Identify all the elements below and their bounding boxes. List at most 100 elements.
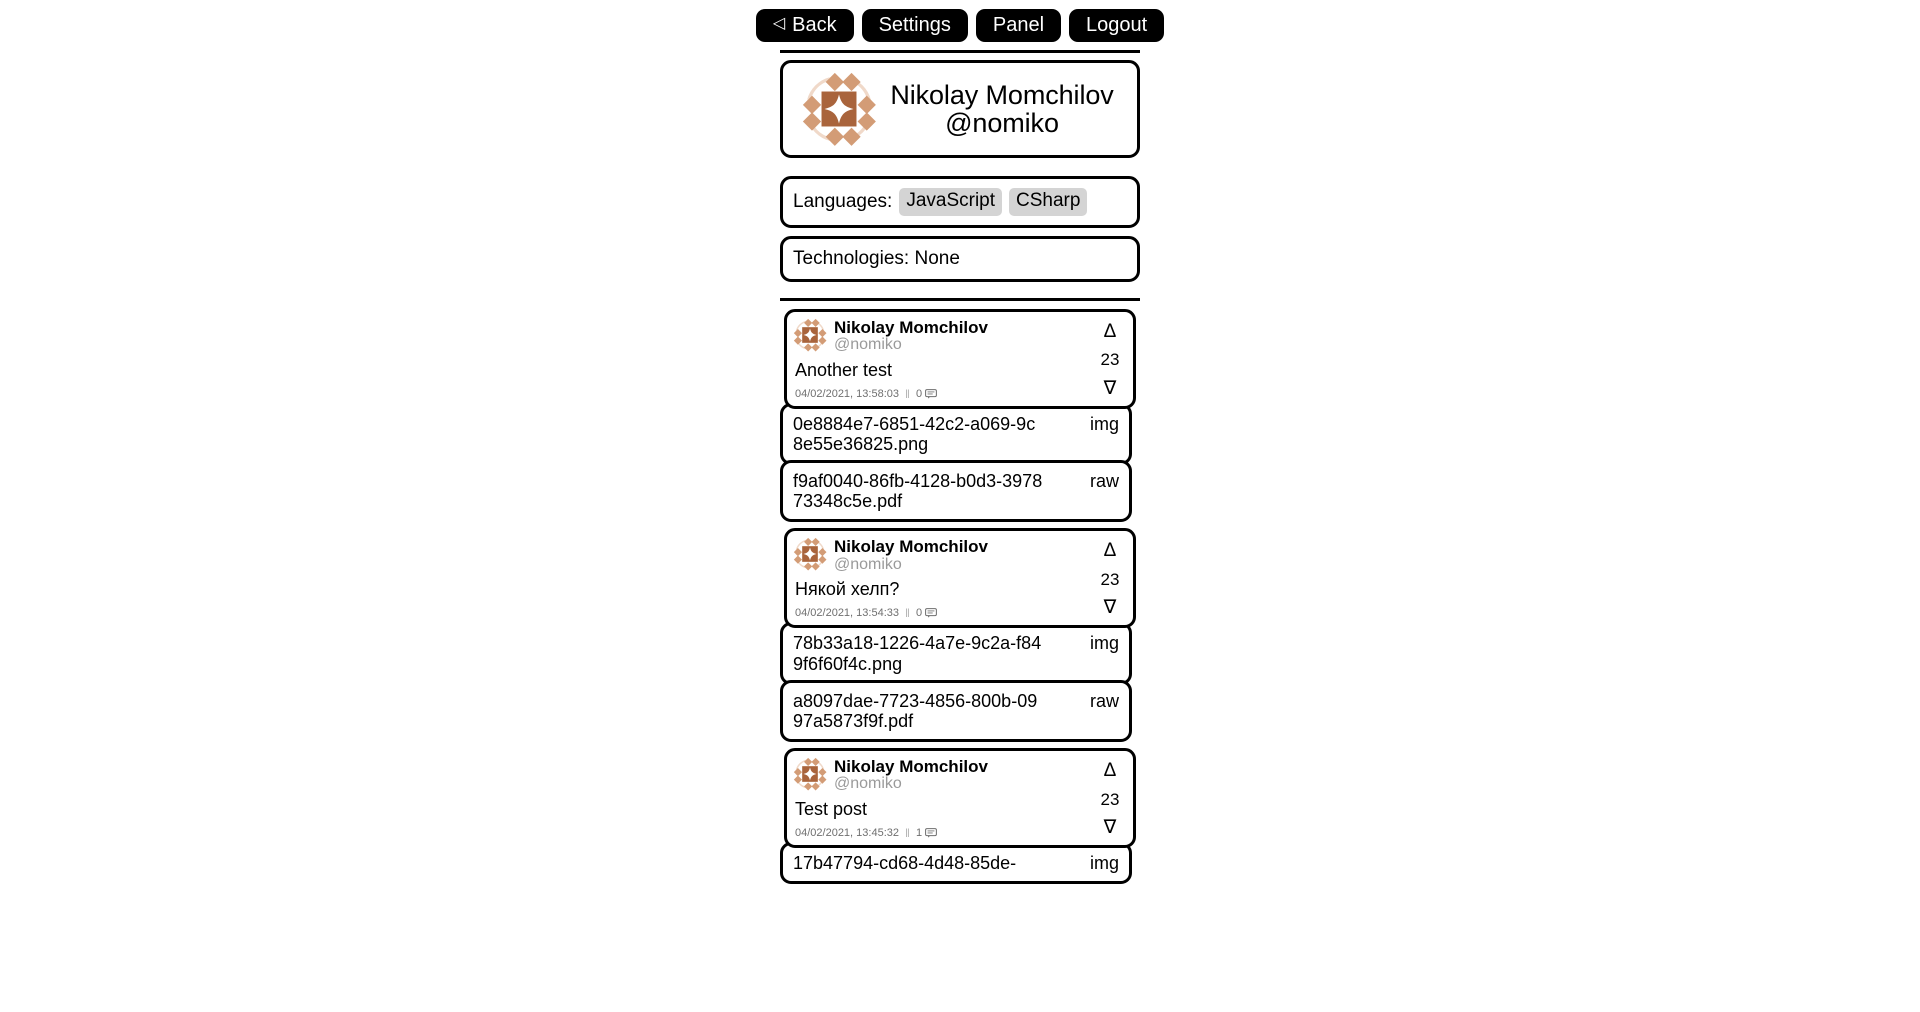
- top-divider: [780, 50, 1140, 53]
- post-meta: 04/02/2021, 13:54:33 ‖ 0: [795, 606, 1091, 620]
- post-author-handle: @nomiko: [834, 555, 902, 573]
- settings-button-label: Settings: [878, 13, 951, 36]
- attachment-row[interactable]: 78b33a18-1226-4a7e-9c2a-f849f6f60f4c.png…: [780, 622, 1132, 685]
- post-title: Test post: [795, 799, 868, 820]
- vote-column: Δ 23 ∇: [1091, 537, 1129, 620]
- profile-display-name: Nikolay Momchilov: [890, 79, 1114, 110]
- attachment-kind-raw[interactable]: raw: [1089, 471, 1119, 492]
- post-header: Nikolay Momchilov @nomiko: [793, 318, 1091, 354]
- post-author-name: Nikolay Momchilov: [834, 537, 988, 557]
- post-main: Nikolay Momchilov @nomiko Някой хелп? 04…: [793, 537, 1091, 620]
- post-title: Another test: [795, 359, 893, 380]
- post-header: Nikolay Momchilov @nomiko: [793, 757, 1091, 793]
- identicon-avatar: [801, 71, 877, 147]
- comment-bubble-icon: [925, 828, 937, 838]
- vote-score: 23: [1100, 789, 1120, 809]
- downvote-icon[interactable]: ∇: [1103, 597, 1117, 619]
- post-list: Nikolay Momchilov @nomiko Another test 0…: [780, 308, 1140, 885]
- post-author-handle: @nomiko: [834, 775, 902, 793]
- panel-button[interactable]: Panel: [975, 9, 1062, 42]
- profile-header-card: Nikolay Momchilov @nomiko: [780, 60, 1140, 158]
- attachment-filename: a8097dae-7723-4856-800b-0997a5873f9f.pdf: [793, 690, 1038, 731]
- languages-card: Languages: JavaScript CSharp: [780, 176, 1140, 228]
- post-block: Nikolay Momchilov @nomiko Test post 04/0…: [780, 748, 1140, 885]
- attachment-row[interactable]: 17b47794-cd68-4d48-85de-img: [780, 842, 1132, 885]
- attachment-filename: 78b33a18-1226-4a7e-9c2a-f849f6f60f4c.png: [793, 633, 1042, 674]
- post-author-block: Nikolay Momchilov @nomiko: [834, 537, 988, 573]
- vote-score: 23: [1100, 569, 1120, 589]
- vote-score: 23: [1100, 350, 1120, 370]
- technologies-text: Technologies: None: [793, 247, 960, 269]
- upvote-icon[interactable]: Δ: [1103, 320, 1117, 342]
- attachment-filename: f9af0040-86fb-4128-b0d3-397873348c5e.pdf: [793, 471, 1043, 512]
- upvote-icon[interactable]: Δ: [1103, 760, 1117, 782]
- attachment-filename: 0e8884e7-6851-42c2-a069-9c8e55e36825.png: [793, 413, 1036, 455]
- profile-handle: @nomiko: [945, 108, 1059, 138]
- profile-name-block: Nikolay Momchilov @nomiko: [877, 81, 1127, 137]
- post-block: Nikolay Momchilov @nomiko Another test 0…: [780, 308, 1140, 523]
- post-comment-count[interactable]: 0: [916, 388, 937, 400]
- attachment-list: 17b47794-cd68-4d48-85de-img: [780, 842, 1140, 885]
- meta-separator: ‖: [904, 606, 910, 621]
- attachment-filename: 17b47794-cd68-4d48-85de-: [793, 853, 1017, 874]
- comment-count-value: 1: [915, 827, 923, 840]
- identicon-avatar: [793, 537, 827, 571]
- meta-separator: ‖: [904, 826, 910, 841]
- post-author-name: Nikolay Momchilov: [834, 317, 988, 337]
- attachment-kind-img[interactable]: img: [1089, 853, 1119, 874]
- attachment-row[interactable]: a8097dae-7723-4856-800b-0997a5873f9f.pdf…: [780, 679, 1132, 743]
- post-timestamp: 04/02/2021, 13:54:33: [795, 607, 899, 620]
- downvote-icon[interactable]: ∇: [1103, 817, 1117, 839]
- downvote-icon[interactable]: ∇: [1103, 377, 1117, 399]
- post-main: Nikolay Momchilov @nomiko Test post 04/0…: [793, 757, 1091, 840]
- post-comment-count[interactable]: 1: [916, 827, 937, 839]
- attachment-list: 0e8884e7-6851-42c2-a069-9c8e55e36825.png…: [780, 402, 1140, 523]
- top-navigation-bar: ◁ Back Settings Panel Logout: [0, 9, 1920, 42]
- posts-divider: [780, 297, 1140, 301]
- meta-separator: ‖: [904, 386, 910, 401]
- post-header: Nikolay Momchilov @nomiko: [793, 537, 1091, 573]
- languages-label: Languages:: [793, 190, 893, 212]
- identicon-avatar: [793, 757, 827, 791]
- post-author-name: Nikolay Momchilov: [834, 757, 988, 777]
- identicon-avatar: [793, 318, 827, 352]
- back-button[interactable]: ◁ Back: [755, 9, 854, 42]
- back-button-label: Back: [792, 13, 837, 36]
- technologies-card: Technologies: None: [780, 235, 1140, 282]
- settings-button[interactable]: Settings: [861, 9, 968, 42]
- post-main: Nikolay Momchilov @nomiko Another test 0…: [793, 318, 1091, 401]
- comment-bubble-icon: [925, 608, 937, 619]
- comment-count-value: 0: [915, 387, 923, 400]
- attachment-kind-img[interactable]: img: [1089, 413, 1119, 434]
- attachment-kind-raw[interactable]: raw: [1089, 690, 1119, 711]
- post-meta: 04/02/2021, 13:45:32 ‖ 1: [795, 826, 1091, 840]
- attachment-row[interactable]: 0e8884e7-6851-42c2-a069-9c8e55e36825.png…: [780, 402, 1132, 466]
- logout-button[interactable]: Logout: [1069, 9, 1165, 42]
- attachment-list: 78b33a18-1226-4a7e-9c2a-f849f6f60f4c.png…: [780, 622, 1140, 743]
- post-author-handle: @nomiko: [834, 335, 902, 353]
- comment-bubble-icon: [925, 388, 937, 399]
- main-column: Nikolay Momchilov @nomiko Languages: Jav…: [780, 50, 1140, 890]
- post-author-block: Nikolay Momchilov @nomiko: [834, 318, 988, 354]
- post-card-0[interactable]: Nikolay Momchilov @nomiko Another test 0…: [784, 308, 1136, 409]
- language-chip-javascript[interactable]: JavaScript: [899, 188, 1003, 216]
- comment-count-value: 0: [915, 607, 923, 620]
- post-card-2[interactable]: Nikolay Momchilov @nomiko Test post 04/0…: [784, 748, 1136, 849]
- upvote-icon[interactable]: Δ: [1103, 540, 1117, 562]
- vote-column: Δ 23 ∇: [1091, 757, 1129, 840]
- post-timestamp: 04/02/2021, 13:58:03: [795, 387, 899, 400]
- language-chip-csharp[interactable]: CSharp: [1009, 188, 1088, 216]
- attachment-row[interactable]: f9af0040-86fb-4128-b0d3-397873348c5e.pdf…: [780, 460, 1132, 523]
- back-caret-icon: ◁: [772, 14, 786, 32]
- post-timestamp: 04/02/2021, 13:45:32: [795, 827, 899, 840]
- post-block: Nikolay Momchilov @nomiko Някой хелп? 04…: [780, 528, 1140, 743]
- post-card-1[interactable]: Nikolay Momchilov @nomiko Някой хелп? 04…: [784, 528, 1136, 629]
- vote-column: Δ 23 ∇: [1091, 318, 1129, 401]
- panel-button-label: Panel: [992, 13, 1045, 36]
- post-author-block: Nikolay Momchilov @nomiko: [834, 757, 988, 793]
- post-comment-count[interactable]: 0: [916, 607, 937, 619]
- attachment-kind-img[interactable]: img: [1089, 633, 1119, 654]
- post-title: Някой хелп?: [795, 579, 900, 600]
- logout-button-label: Logout: [1086, 13, 1148, 36]
